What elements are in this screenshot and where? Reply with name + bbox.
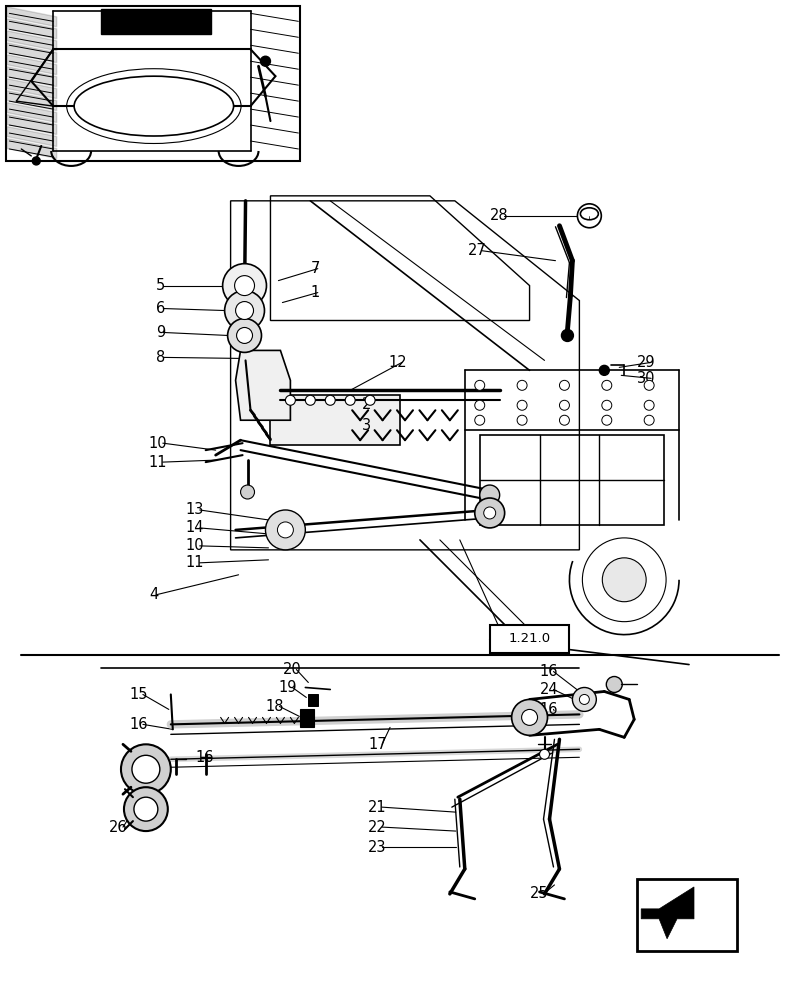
Bar xyxy=(480,435,664,525)
Text: 11: 11 xyxy=(186,555,204,570)
Text: 14: 14 xyxy=(186,520,204,535)
Bar xyxy=(111,9,156,27)
Text: 16: 16 xyxy=(540,702,558,717)
Circle shape xyxy=(517,400,527,410)
Ellipse shape xyxy=(580,208,599,220)
Text: 2: 2 xyxy=(362,397,372,412)
Text: 1: 1 xyxy=(310,285,320,300)
Circle shape xyxy=(475,400,485,410)
Text: 12: 12 xyxy=(388,355,406,370)
Circle shape xyxy=(583,538,666,622)
Text: 21: 21 xyxy=(368,800,387,815)
Circle shape xyxy=(475,380,485,390)
Text: 22: 22 xyxy=(368,820,387,835)
Text: 29: 29 xyxy=(638,355,656,370)
Text: 30: 30 xyxy=(638,371,656,386)
Circle shape xyxy=(572,687,596,711)
Circle shape xyxy=(644,415,654,425)
Text: 10: 10 xyxy=(186,538,204,553)
Circle shape xyxy=(562,329,574,341)
Circle shape xyxy=(644,380,654,390)
Circle shape xyxy=(517,380,527,390)
Text: 27: 27 xyxy=(468,243,486,258)
Bar xyxy=(490,625,570,653)
Circle shape xyxy=(241,485,255,499)
Circle shape xyxy=(606,677,622,692)
Circle shape xyxy=(559,400,570,410)
Polygon shape xyxy=(236,350,290,420)
Bar xyxy=(271,395,400,445)
Circle shape xyxy=(277,522,293,538)
Ellipse shape xyxy=(74,76,234,136)
Text: 11: 11 xyxy=(149,455,167,470)
Text: 16: 16 xyxy=(196,750,214,765)
Circle shape xyxy=(602,400,612,410)
Text: 13: 13 xyxy=(186,502,204,517)
Text: 26: 26 xyxy=(109,820,128,835)
Circle shape xyxy=(522,709,537,725)
Bar xyxy=(101,9,211,34)
Text: 15: 15 xyxy=(129,687,147,702)
Circle shape xyxy=(602,380,612,390)
Circle shape xyxy=(32,157,40,165)
Circle shape xyxy=(132,755,160,783)
Circle shape xyxy=(602,415,612,425)
Circle shape xyxy=(121,744,170,794)
Circle shape xyxy=(285,395,296,405)
Circle shape xyxy=(237,327,253,343)
Circle shape xyxy=(475,415,485,425)
Circle shape xyxy=(326,395,335,405)
Text: 4: 4 xyxy=(149,587,158,602)
Circle shape xyxy=(559,380,570,390)
Circle shape xyxy=(266,510,305,550)
Circle shape xyxy=(579,694,589,704)
Circle shape xyxy=(134,797,158,821)
Circle shape xyxy=(484,507,495,519)
Bar xyxy=(638,879,737,951)
Bar xyxy=(301,709,314,727)
Bar xyxy=(6,6,301,161)
Text: 28: 28 xyxy=(490,208,508,223)
Text: 24: 24 xyxy=(540,682,558,697)
Circle shape xyxy=(260,56,271,66)
Text: 3: 3 xyxy=(362,418,371,433)
Circle shape xyxy=(223,264,267,308)
Circle shape xyxy=(480,485,499,505)
Text: 6: 6 xyxy=(156,301,165,316)
Text: 8: 8 xyxy=(156,350,165,365)
Text: 19: 19 xyxy=(279,680,297,695)
Text: 5: 5 xyxy=(156,278,165,293)
Text: 1.21.0: 1.21.0 xyxy=(508,632,550,645)
Circle shape xyxy=(365,395,375,405)
Text: 16: 16 xyxy=(540,664,558,679)
Text: 10: 10 xyxy=(149,436,167,451)
Text: 9: 9 xyxy=(156,325,165,340)
Circle shape xyxy=(540,749,549,759)
Circle shape xyxy=(511,699,548,735)
Circle shape xyxy=(305,395,315,405)
Circle shape xyxy=(236,302,254,320)
Text: 25: 25 xyxy=(529,886,548,901)
Polygon shape xyxy=(642,887,694,939)
Circle shape xyxy=(644,400,654,410)
Circle shape xyxy=(124,787,168,831)
Circle shape xyxy=(225,291,264,330)
Circle shape xyxy=(578,204,601,228)
Text: 20: 20 xyxy=(283,662,301,677)
Text: 23: 23 xyxy=(368,840,386,855)
Circle shape xyxy=(600,365,609,375)
Circle shape xyxy=(475,498,505,528)
Text: 16: 16 xyxy=(129,717,147,732)
Text: 7: 7 xyxy=(310,261,320,276)
Text: 18: 18 xyxy=(266,699,284,714)
Circle shape xyxy=(559,415,570,425)
Text: 17: 17 xyxy=(368,737,387,752)
Bar xyxy=(309,694,318,706)
Circle shape xyxy=(228,319,262,352)
Circle shape xyxy=(234,276,255,296)
Circle shape xyxy=(345,395,356,405)
Circle shape xyxy=(602,558,646,602)
Circle shape xyxy=(517,415,527,425)
